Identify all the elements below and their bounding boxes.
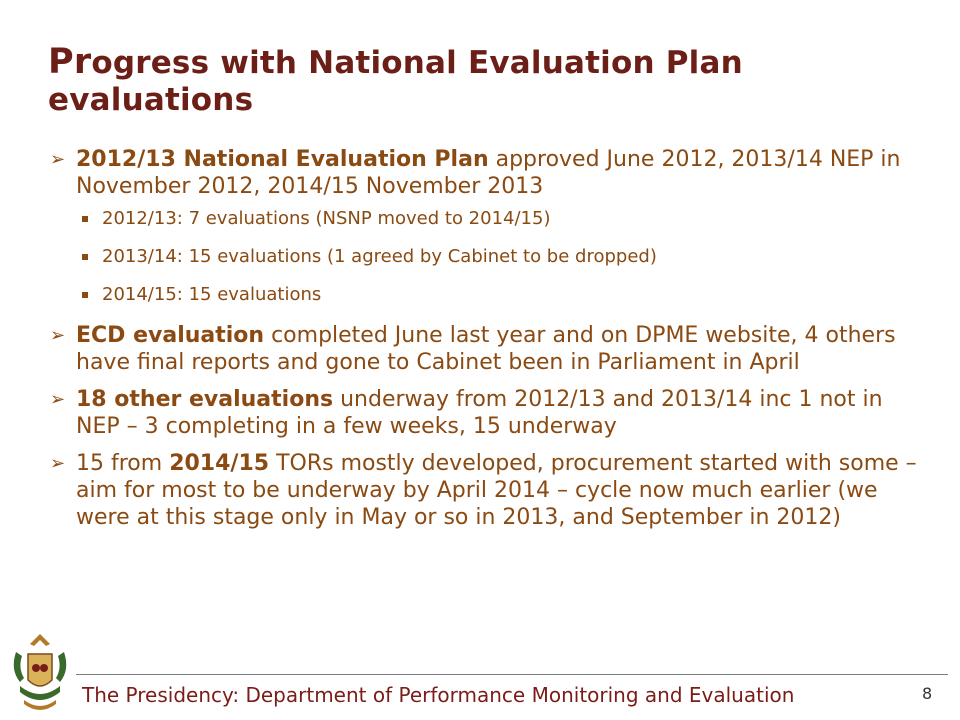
arrow-bullet-icon: ➢ — [50, 453, 66, 474]
bullet-text: approved June 2012, 2013/14 NEP in Novem… — [76, 147, 901, 199]
bullet-item: ➢ 2012/13 National Evaluation Plan appro… — [50, 146, 930, 200]
square-bullet-icon — [82, 254, 88, 260]
title-first-letters: Pr — [48, 42, 92, 82]
sub-bullet-text: 2012/13: 7 evaluations (NSNP moved to 20… — [102, 208, 551, 229]
bullet-text: completed June last year and on DPME web… — [76, 323, 896, 375]
bullet-pre-text: 15 from — [76, 451, 170, 476]
sub-bullet-item: 2012/13: 7 evaluations (NSNP moved to 20… — [50, 208, 930, 230]
sub-bullet-text: 2013/14: 15 evaluations (1 agreed by Cab… — [102, 246, 657, 267]
bullet-item: ➢ 15 from 2014/15 TORs mostly developed,… — [50, 450, 930, 531]
sub-bullet-item: 2013/14: 15 evaluations (1 agreed by Cab… — [50, 246, 930, 268]
arrow-bullet-icon: ➢ — [50, 149, 66, 170]
title-rest: ogress with National Evaluation Plan eva… — [48, 45, 743, 118]
bullet-bold-text: 2012/13 National Evaluation Plan — [76, 147, 489, 172]
page-number: 8 — [922, 684, 933, 703]
arrow-bullet-icon: ➢ — [50, 389, 66, 410]
bullet-text: underway from 2012/13 and 2013/14 inc 1 … — [76, 387, 883, 439]
slide-title: Progress with National Evaluation Plan e… — [48, 42, 948, 118]
bullet-bold-text: ECD evaluation — [76, 323, 265, 348]
bullet-list: ➢ 2012/13 National Evaluation Plan appro… — [50, 146, 930, 541]
footer-text: The Presidency: Department of Performanc… — [82, 683, 795, 707]
bullet-item: ➢ 18 other evaluations underway from 201… — [50, 386, 930, 440]
sub-bullet-text: 2014/15: 15 evaluations — [102, 284, 322, 305]
bullet-bold-text: 18 other evaluations — [76, 387, 334, 412]
square-bullet-icon — [82, 216, 88, 222]
sub-bullet-list: 2012/13: 7 evaluations (NSNP moved to 20… — [50, 208, 930, 306]
arrow-bullet-icon: ➢ — [50, 325, 66, 346]
square-bullet-icon — [82, 292, 88, 298]
sub-bullet-item: 2014/15: 15 evaluations — [50, 284, 930, 306]
bullet-bold-text: 2014/15 — [169, 451, 270, 476]
coat-of-arms-icon — [13, 634, 67, 710]
bullet-text: TORs mostly developed, procurement start… — [76, 451, 917, 530]
bullet-item: ➢ ECD evaluation completed June last yea… — [50, 322, 930, 376]
footer-divider — [76, 674, 948, 675]
